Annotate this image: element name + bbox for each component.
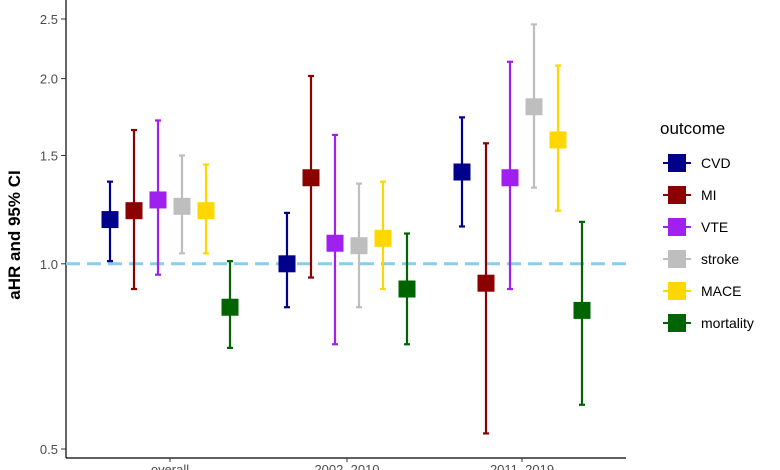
y-tick-label: 2.0 (40, 72, 58, 87)
point-estimate-marker (326, 234, 344, 252)
point-estimate-marker (221, 298, 239, 316)
point-estimate-marker (501, 169, 519, 187)
point-estimate-marker (125, 202, 143, 220)
legend-key-square (668, 314, 686, 332)
legend-label: mortality (701, 315, 754, 331)
legend-key-square (668, 282, 686, 300)
y-axis: 0.5 1.0 1.5 2.0 2.5 (40, 0, 67, 458)
point-estimate-marker (101, 211, 119, 229)
legend-label: stroke (701, 251, 739, 267)
x-tick-label: 2002–2010 (314, 462, 379, 470)
point-estimate-marker (302, 169, 320, 187)
data-point-cvd (278, 211, 296, 309)
x-tick-label: 2011–2019 (490, 462, 554, 470)
point-estimate-marker (374, 229, 392, 247)
data-point-cvd (453, 116, 471, 228)
plot-marks (101, 23, 591, 435)
point-estimate-marker (525, 98, 543, 116)
legend-key-square (668, 218, 686, 236)
point-estimate-marker (350, 237, 368, 255)
data-point-mace (549, 64, 567, 212)
legend-item-mortality: mortality (663, 314, 754, 332)
data-point-mace (197, 163, 215, 255)
legend-key-square (668, 154, 686, 172)
y-tick-label: 2.5 (40, 12, 58, 27)
data-point-mortality (573, 220, 591, 406)
point-estimate-marker (278, 255, 296, 273)
point-estimate-marker (549, 131, 567, 149)
data-point-mortality (398, 232, 416, 346)
legend-item-mi: MI (663, 186, 717, 204)
data-point-cvd (101, 180, 119, 263)
data-point-mortality (221, 260, 239, 349)
y-tick-label: 1.5 (40, 148, 58, 163)
legend-label: VTE (701, 219, 728, 235)
data-point-vte (501, 60, 519, 291)
data-point-stroke (173, 154, 191, 255)
legend-label: MACE (701, 283, 741, 299)
point-estimate-marker (477, 274, 495, 292)
y-axis-label: aHR and 95% CI (5, 170, 24, 299)
data-point-mace (374, 180, 392, 291)
point-estimate-marker (197, 202, 215, 220)
legend-key-square (668, 186, 686, 204)
data-point-mi (477, 142, 495, 435)
point-estimate-marker (149, 191, 167, 209)
data-point-vte (149, 119, 167, 276)
y-tick-label: 0.5 (40, 442, 58, 457)
x-tick-label: overall (151, 462, 189, 470)
legend: outcome CVD MI VTE stroke MACE mortality (660, 119, 754, 332)
legend-key-square (668, 250, 686, 268)
point-estimate-marker (573, 301, 591, 319)
y-tick-label: 1.0 (40, 257, 58, 272)
legend-label: CVD (701, 155, 731, 171)
data-point-mi (125, 128, 143, 291)
legend-item-vte: VTE (663, 218, 728, 236)
data-point-stroke (525, 23, 543, 189)
x-axis: overall 2002–2010 2011–2019 (66, 457, 626, 470)
legend-item-mace: MACE (663, 282, 741, 300)
legend-title: outcome (660, 119, 725, 138)
point-estimate-marker (453, 163, 471, 181)
data-point-mi (302, 74, 320, 279)
data-point-stroke (350, 182, 368, 309)
point-estimate-marker (173, 197, 191, 215)
legend-label: MI (701, 187, 717, 203)
legend-item-cvd: CVD (663, 154, 731, 172)
legend-item-stroke: stroke (663, 250, 739, 268)
data-point-vte (326, 133, 344, 346)
point-estimate-marker (398, 280, 416, 298)
